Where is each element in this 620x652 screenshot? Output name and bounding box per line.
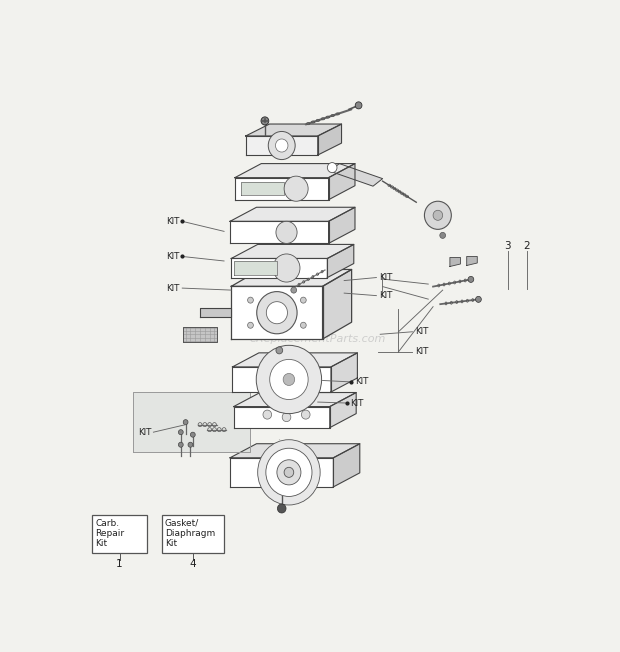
Polygon shape xyxy=(317,124,342,155)
Polygon shape xyxy=(231,269,352,286)
Circle shape xyxy=(284,467,294,477)
Circle shape xyxy=(273,254,300,282)
Circle shape xyxy=(256,346,322,413)
Polygon shape xyxy=(246,124,342,136)
Circle shape xyxy=(276,347,283,354)
Polygon shape xyxy=(241,182,284,195)
Polygon shape xyxy=(322,269,352,339)
Circle shape xyxy=(283,374,294,385)
Circle shape xyxy=(425,201,451,230)
Circle shape xyxy=(277,504,286,513)
FancyBboxPatch shape xyxy=(162,515,224,553)
Polygon shape xyxy=(232,353,357,367)
Text: KIT: KIT xyxy=(415,327,428,336)
Circle shape xyxy=(268,132,295,160)
FancyBboxPatch shape xyxy=(92,515,147,553)
Circle shape xyxy=(276,221,297,243)
Text: KIT: KIT xyxy=(167,284,180,293)
Polygon shape xyxy=(231,286,322,339)
Polygon shape xyxy=(231,244,354,258)
Circle shape xyxy=(282,402,291,411)
Circle shape xyxy=(270,359,308,400)
Circle shape xyxy=(266,448,312,496)
Circle shape xyxy=(179,430,184,435)
Polygon shape xyxy=(235,164,355,177)
Polygon shape xyxy=(230,207,355,221)
Polygon shape xyxy=(334,444,360,487)
Polygon shape xyxy=(230,444,360,458)
Polygon shape xyxy=(234,261,277,274)
Text: 1: 1 xyxy=(116,559,123,569)
Circle shape xyxy=(184,420,188,424)
Circle shape xyxy=(247,297,254,303)
Text: KIT: KIT xyxy=(167,252,180,261)
Text: KIT: KIT xyxy=(379,273,392,282)
Text: KIT: KIT xyxy=(350,398,363,408)
Circle shape xyxy=(301,322,306,328)
Circle shape xyxy=(440,232,446,239)
Polygon shape xyxy=(331,353,357,392)
Circle shape xyxy=(188,442,193,447)
Polygon shape xyxy=(234,393,356,407)
Polygon shape xyxy=(467,256,477,265)
Polygon shape xyxy=(133,392,250,452)
Circle shape xyxy=(433,211,443,220)
Text: 3: 3 xyxy=(504,241,511,252)
Polygon shape xyxy=(329,207,355,243)
Polygon shape xyxy=(327,244,354,278)
Circle shape xyxy=(284,176,308,201)
Polygon shape xyxy=(246,136,317,155)
Circle shape xyxy=(247,322,254,328)
Text: Gasket/
Diaphragm
Kit: Gasket/ Diaphragm Kit xyxy=(165,518,215,548)
Circle shape xyxy=(261,117,268,125)
Circle shape xyxy=(327,162,337,173)
Circle shape xyxy=(291,287,296,293)
Text: KIT: KIT xyxy=(355,378,368,387)
Circle shape xyxy=(282,413,291,422)
Circle shape xyxy=(468,276,474,282)
Circle shape xyxy=(476,297,481,303)
Polygon shape xyxy=(231,258,327,278)
Polygon shape xyxy=(235,177,329,200)
Text: KIT: KIT xyxy=(415,348,428,357)
Circle shape xyxy=(277,460,301,485)
Text: Carb.
Repair
Kit: Carb. Repair Kit xyxy=(95,518,125,548)
Polygon shape xyxy=(230,221,329,243)
Text: eReplacementParts.com: eReplacementParts.com xyxy=(250,334,386,344)
Polygon shape xyxy=(232,367,331,392)
Circle shape xyxy=(263,410,272,419)
Polygon shape xyxy=(234,407,330,428)
Circle shape xyxy=(267,302,288,324)
Text: 4: 4 xyxy=(190,559,196,569)
Polygon shape xyxy=(184,327,217,342)
Circle shape xyxy=(301,297,306,303)
Text: KIT: KIT xyxy=(379,291,392,300)
Polygon shape xyxy=(230,458,334,487)
Polygon shape xyxy=(329,164,355,200)
Circle shape xyxy=(355,102,362,109)
Circle shape xyxy=(190,432,195,437)
Polygon shape xyxy=(330,393,356,428)
Text: 2: 2 xyxy=(523,241,530,252)
Circle shape xyxy=(301,410,310,419)
Polygon shape xyxy=(330,164,383,186)
Circle shape xyxy=(258,439,320,505)
Polygon shape xyxy=(450,258,461,267)
Circle shape xyxy=(257,291,297,334)
Text: KIT: KIT xyxy=(138,428,151,437)
Circle shape xyxy=(275,139,288,152)
Text: KIT: KIT xyxy=(167,217,180,226)
Polygon shape xyxy=(200,308,231,318)
Circle shape xyxy=(179,442,184,447)
